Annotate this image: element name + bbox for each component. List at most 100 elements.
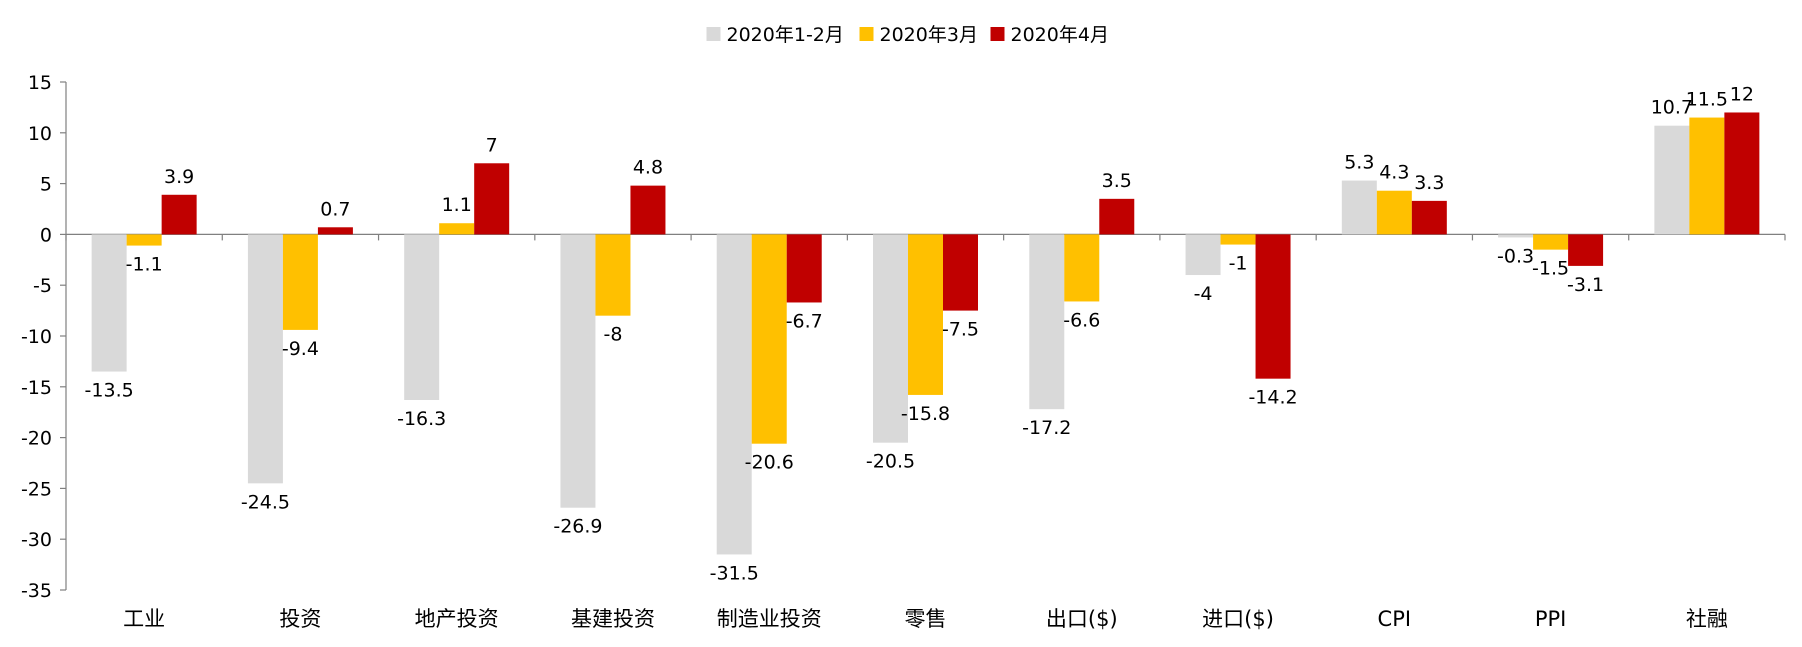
- bar: [595, 234, 631, 316]
- category-label: 社融: [1686, 607, 1728, 631]
- data-label: -3.1: [1567, 274, 1604, 296]
- data-label: 3.3: [1414, 172, 1444, 194]
- bar: [1498, 234, 1534, 238]
- bar: [1099, 198, 1135, 235]
- data-label: -6.7: [786, 310, 823, 332]
- legend: 2020年1-2月 2020年3月 2020年4月: [706, 24, 1109, 46]
- bar: [1376, 190, 1412, 235]
- data-label: -9.4: [282, 338, 319, 360]
- category-label: 零售: [905, 607, 947, 631]
- data-label: 1.1: [442, 194, 472, 216]
- data-label: -16.3: [397, 408, 446, 430]
- y-tick-label: 10: [28, 123, 52, 145]
- data-label: 10.7: [1651, 97, 1693, 119]
- bar: [161, 194, 197, 235]
- bar: [282, 234, 318, 330]
- data-label: -20.6: [745, 452, 794, 474]
- data-label: -13.5: [85, 380, 134, 402]
- category-label: 制造业投资: [717, 607, 822, 631]
- data-label: -4: [1194, 283, 1213, 305]
- legend-swatch: [859, 27, 874, 41]
- bar: [716, 234, 752, 555]
- data-labels: -13.5-24.5-16.3-26.9-31.5-20.5-17.2-45.3…: [85, 83, 1754, 584]
- bar: [1185, 234, 1221, 276]
- data-label: -8: [603, 324, 622, 346]
- bar: [1724, 112, 1760, 235]
- bar: [943, 234, 978, 311]
- data-label: -1: [1229, 253, 1248, 275]
- category-label: 工业: [123, 607, 165, 631]
- bar: [1255, 234, 1291, 379]
- data-label: 4.3: [1379, 162, 1409, 184]
- y-tick-label: -5: [33, 275, 52, 297]
- data-label: -20.5: [866, 451, 915, 473]
- category-label: 基建投资: [571, 607, 655, 631]
- data-label: 0.7: [320, 198, 350, 220]
- bar: [1064, 234, 1100, 302]
- data-label: -24.5: [241, 491, 290, 513]
- legend-swatch: [990, 27, 1005, 41]
- y-tick-label: -20: [21, 428, 52, 450]
- bar: [126, 234, 162, 246]
- bar: [1220, 234, 1256, 245]
- y-tick-label: 15: [28, 72, 52, 94]
- data-label: 4.8: [633, 157, 663, 179]
- data-label: -31.5: [710, 562, 759, 584]
- data-label: -26.9: [553, 516, 602, 538]
- y-tick-label: -25: [21, 478, 52, 500]
- data-label: 11.5: [1686, 89, 1728, 111]
- data-label: 3.5: [1102, 170, 1132, 192]
- data-label: -7.5: [942, 319, 979, 341]
- bar: [560, 234, 596, 508]
- data-label: -17.2: [1022, 417, 1071, 439]
- y-tick-label: -30: [21, 529, 52, 551]
- bar: [404, 234, 440, 401]
- category-label: 投资: [279, 607, 321, 631]
- bar: [786, 234, 822, 303]
- legend-swatch: [706, 27, 721, 41]
- data-label: -15.8: [901, 403, 950, 425]
- data-label: 12: [1730, 83, 1754, 105]
- bar: [247, 234, 283, 484]
- bar: [1341, 180, 1377, 235]
- bar: [630, 185, 666, 235]
- bar: [751, 234, 787, 444]
- bars: [91, 112, 1760, 555]
- data-label: -6.6: [1063, 309, 1100, 331]
- bar: [474, 163, 510, 235]
- data-label: -1.5: [1532, 258, 1569, 280]
- category-label: CPI: [1378, 607, 1412, 631]
- bar: [1568, 234, 1604, 266]
- bar: [439, 223, 475, 235]
- legend-label: 2020年1-2月: [727, 24, 844, 46]
- bar: [1689, 117, 1725, 235]
- category-label: 出口($): [1046, 607, 1118, 631]
- legend-label: 2020年3月: [880, 24, 978, 46]
- y-tick-label: 0: [40, 224, 52, 246]
- y-tick-label: -10: [21, 326, 52, 348]
- category-label: 地产投资: [415, 607, 499, 631]
- data-label: -1.1: [126, 254, 163, 276]
- bar: [317, 227, 353, 235]
- bar: [873, 234, 908, 443]
- bar: [908, 234, 943, 395]
- y-tick-label: -15: [21, 377, 52, 399]
- y-tick-label: 5: [40, 174, 52, 196]
- bar: [91, 234, 127, 372]
- data-label: -0.3: [1497, 245, 1534, 267]
- data-label: 5.3: [1344, 152, 1374, 174]
- bar: [1411, 200, 1447, 235]
- data-label: 7: [486, 134, 498, 156]
- category-label: PPI: [1535, 607, 1567, 631]
- bar: [1654, 125, 1690, 235]
- bar: [1029, 234, 1065, 410]
- data-label: 3.9: [164, 166, 194, 188]
- bar: [1533, 234, 1569, 250]
- y-axis: 15 10 5 0 -5 -10 -15 -20 -25 -30 -35: [21, 72, 67, 602]
- y-tick-label: -35: [21, 580, 52, 602]
- data-label: -14.2: [1248, 387, 1297, 409]
- category-label: 进口($): [1202, 607, 1274, 631]
- legend-label: 2020年4月: [1011, 24, 1109, 46]
